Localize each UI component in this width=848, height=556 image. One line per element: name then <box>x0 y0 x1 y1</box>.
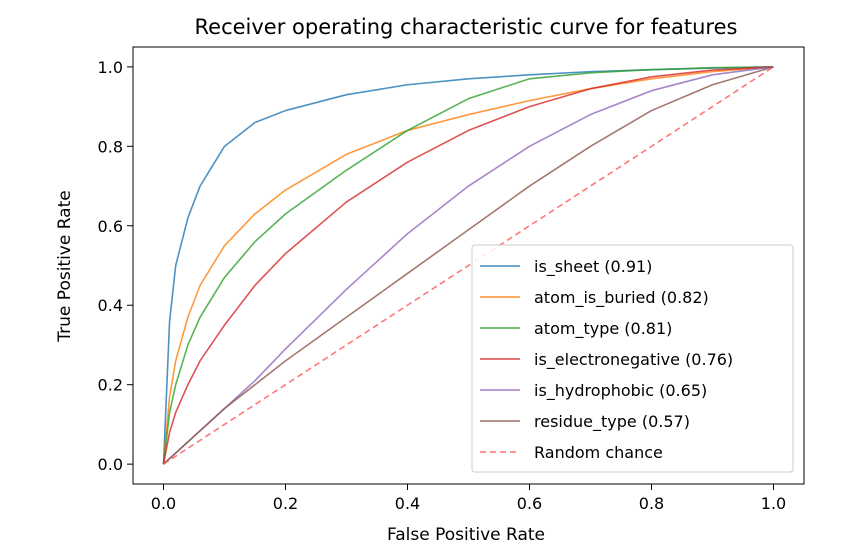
chart-title: Receiver operating characteristic curve … <box>195 15 738 39</box>
series-line-6 <box>163 66 774 465</box>
series-line-1 <box>162 66 774 465</box>
legend-label: is_electronegative (0.76) <box>534 350 733 370</box>
legend-label: atom_is_buried (0.82) <box>534 288 709 308</box>
legend-label: atom_type (0.81) <box>534 319 672 339</box>
y-tick-label: 0.4 <box>98 296 123 315</box>
series-line-2 <box>162 66 774 465</box>
legend: is_sheet (0.91) atom_is_buried (0.82) atom… <box>471 244 794 473</box>
legend-label: is_hydrophobic (0.65) <box>534 381 707 401</box>
y-tick-label: 1.0 <box>98 58 123 77</box>
y-axis-label: True Positive Rate <box>55 190 75 342</box>
series-line-5 <box>162 66 774 465</box>
y-tick-label: 0.0 <box>98 455 123 474</box>
x-tick-label: 1.0 <box>761 494 786 513</box>
x-tick-label: 0.2 <box>273 494 298 513</box>
x-tick-label: 0.6 <box>517 494 542 513</box>
x-tick-label: 0.4 <box>395 494 420 513</box>
plot-area <box>132 46 805 485</box>
x-axis-label: False Positive Rate <box>387 525 545 545</box>
y-tick-label: 0.2 <box>98 376 123 395</box>
x-tick-label: 0.0 <box>151 494 176 513</box>
legend-label: is_sheet (0.91) <box>534 257 652 277</box>
legend-label: residue_type (0.57) <box>534 412 690 432</box>
legend-box <box>471 244 794 473</box>
y-tick-label: 0.6 <box>98 217 123 236</box>
y-axis: 0.0 0.2 0.4 0.6 0.8 1.0 <box>98 58 133 474</box>
legend-label: Random chance <box>534 443 663 462</box>
x-axis: 0.0 0.2 0.4 0.6 0.8 1.0 <box>151 484 786 513</box>
y-tick-label: 0.8 <box>98 137 123 156</box>
series-layer <box>162 66 774 465</box>
x-tick-label: 0.8 <box>639 494 664 513</box>
series-line-3 <box>162 66 774 465</box>
